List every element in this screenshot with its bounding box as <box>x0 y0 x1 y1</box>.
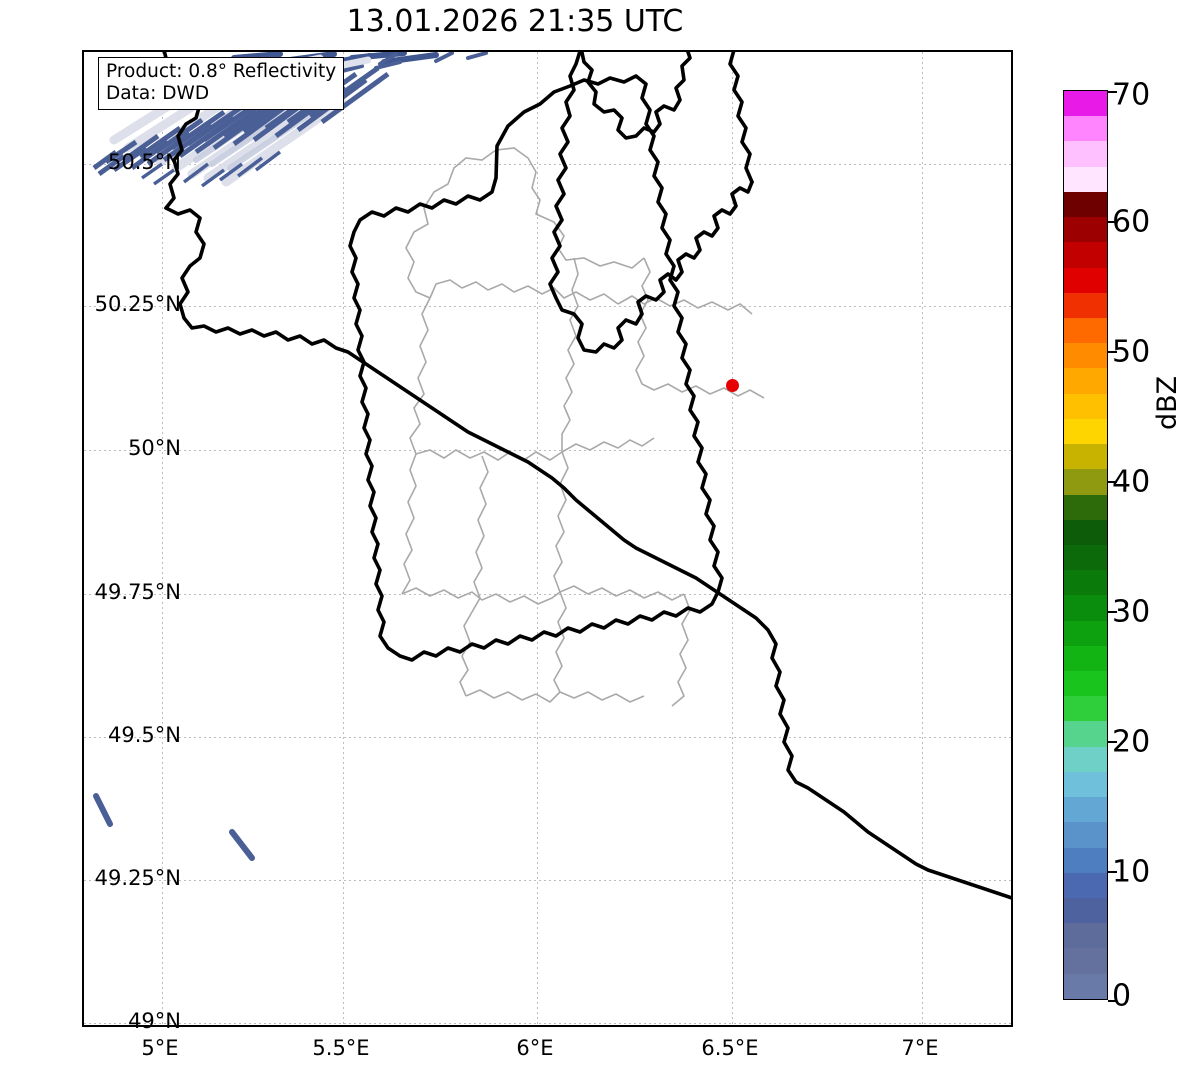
colorbar-segment <box>1064 519 1107 545</box>
product-label: Product: 0.8° Reflectivity <box>106 61 337 82</box>
colorbar-segment <box>1064 217 1107 243</box>
gridline-lon-5 <box>162 52 163 1025</box>
colorbar-segment <box>1064 267 1107 293</box>
colorbar-tickline-50 <box>1108 351 1117 353</box>
gridline-lon-6 <box>537 52 538 1025</box>
colorbar-segment <box>1064 368 1107 394</box>
colorbar-segment <box>1064 91 1107 117</box>
colorbar-segment <box>1064 847 1107 873</box>
gridline-lon-6_5 <box>732 52 733 1025</box>
colorbar-tickline-70 <box>1108 91 1117 93</box>
colorbar-segment <box>1064 343 1107 369</box>
gridline-lat-49_5 <box>84 737 1011 738</box>
colorbar-segment <box>1064 973 1107 999</box>
colorbar-segment <box>1064 898 1107 924</box>
data-source-label: Data: DWD <box>106 83 210 105</box>
product-info-box: Product: 0.8° Reflectivity Data: DWD <box>98 57 345 111</box>
y-axis-tick-50_5: 50.5°N <box>108 150 181 174</box>
y-axis-tick-50: 50°N <box>128 436 181 460</box>
echo-streak-sw-2 <box>229 829 255 861</box>
radar-site-marker[interactable] <box>726 379 739 392</box>
gridline-lat-49_25 <box>84 880 1011 881</box>
page-title: 13.01.2026 21:35 UTC <box>346 4 684 39</box>
y-axis-tick-49_25: 49.25°N <box>94 866 181 890</box>
gridline-lat-50_25 <box>84 306 1011 307</box>
gridline-lat-50_5 <box>84 164 1011 165</box>
gridline-lat-50 <box>84 450 1011 451</box>
colorbar-tick-60: 60 <box>1112 204 1151 240</box>
colorbar-segment <box>1064 822 1107 848</box>
colorbar-segment <box>1064 671 1107 697</box>
colorbar-tick-10: 10 <box>1112 854 1151 890</box>
colorbar-segment <box>1064 166 1107 192</box>
colorbar-axis-label: dBZ <box>1152 375 1183 430</box>
colorbar-tick-20: 20 <box>1112 724 1151 760</box>
y-axis-tick-49_5: 49.5°N <box>108 723 181 747</box>
colorbar-tick-40: 40 <box>1112 464 1151 500</box>
border-layer <box>162 52 1011 900</box>
radar-map-plot: Product: 0.8° Reflectivity Data: DWD <box>82 50 1013 1027</box>
colorbar-segment <box>1064 393 1107 419</box>
colorbar-segment <box>1064 141 1107 167</box>
gridline-lon-7 <box>922 52 923 1025</box>
gridline-lat-49 <box>84 1023 1011 1024</box>
colorbar-segment <box>1064 746 1107 772</box>
colorbar-segment <box>1064 595 1107 621</box>
x-axis-tick-7: 7°E <box>901 1036 939 1060</box>
colorbar-segment <box>1064 242 1107 268</box>
colorbar-segment <box>1064 444 1107 470</box>
colorbar-segment <box>1064 544 1107 571</box>
colorbar-tickline-40 <box>1108 481 1117 483</box>
echo-streak-sw-1 <box>93 793 113 827</box>
colorbar-segment <box>1064 948 1107 974</box>
colorbar-segment <box>1064 721 1107 747</box>
colorbar <box>1063 90 1108 1000</box>
colorbar-segment <box>1064 797 1107 823</box>
y-axis-tick-49: 49°N <box>128 1009 181 1033</box>
colorbar-segment <box>1064 191 1107 218</box>
colorbar-segment <box>1064 469 1107 495</box>
colorbar-segment <box>1064 696 1107 722</box>
y-axis-tick-49_75: 49.75°N <box>94 580 181 604</box>
colorbar-segment <box>1064 317 1107 344</box>
colorbar-tickline-20 <box>1108 741 1117 743</box>
colorbar-segment <box>1064 292 1107 318</box>
x-axis-tick-5_5: 5.5°E <box>312 1036 370 1060</box>
x-axis-tick-5: 5°E <box>141 1036 179 1060</box>
colorbar-tickline-30 <box>1108 611 1117 613</box>
colorbar-segment <box>1064 923 1107 949</box>
colorbar-tick-30: 30 <box>1112 594 1151 630</box>
x-axis-tick-6_5: 6.5°E <box>701 1036 759 1060</box>
gridline-lat-49_75 <box>84 594 1011 595</box>
colorbar-tickline-10 <box>1108 871 1117 873</box>
colorbar-segment <box>1064 570 1107 596</box>
gridline-lon-5_5 <box>343 52 344 1025</box>
colorbar-segment <box>1064 116 1107 142</box>
colorbar-segment <box>1064 771 1107 798</box>
colorbar-tick-0: 0 <box>1112 978 1132 1014</box>
colorbar-tick-70: 70 <box>1112 77 1151 113</box>
colorbar-tick-50: 50 <box>1112 334 1151 370</box>
map-canvas <box>84 52 1011 1025</box>
colorbar-segment <box>1064 620 1107 646</box>
colorbar-tickline-0 <box>1108 1000 1117 1002</box>
colorbar-segment <box>1064 418 1107 445</box>
y-axis-tick-50_25: 50.25°N <box>94 292 181 316</box>
country-borders <box>162 52 1011 900</box>
x-axis-tick-6: 6°E <box>516 1036 554 1060</box>
colorbar-tickline-60 <box>1108 221 1117 223</box>
colorbar-segment <box>1064 494 1107 520</box>
district-borders <box>401 147 765 707</box>
colorbar-segment <box>1064 872 1107 898</box>
colorbar-segment <box>1064 645 1107 672</box>
